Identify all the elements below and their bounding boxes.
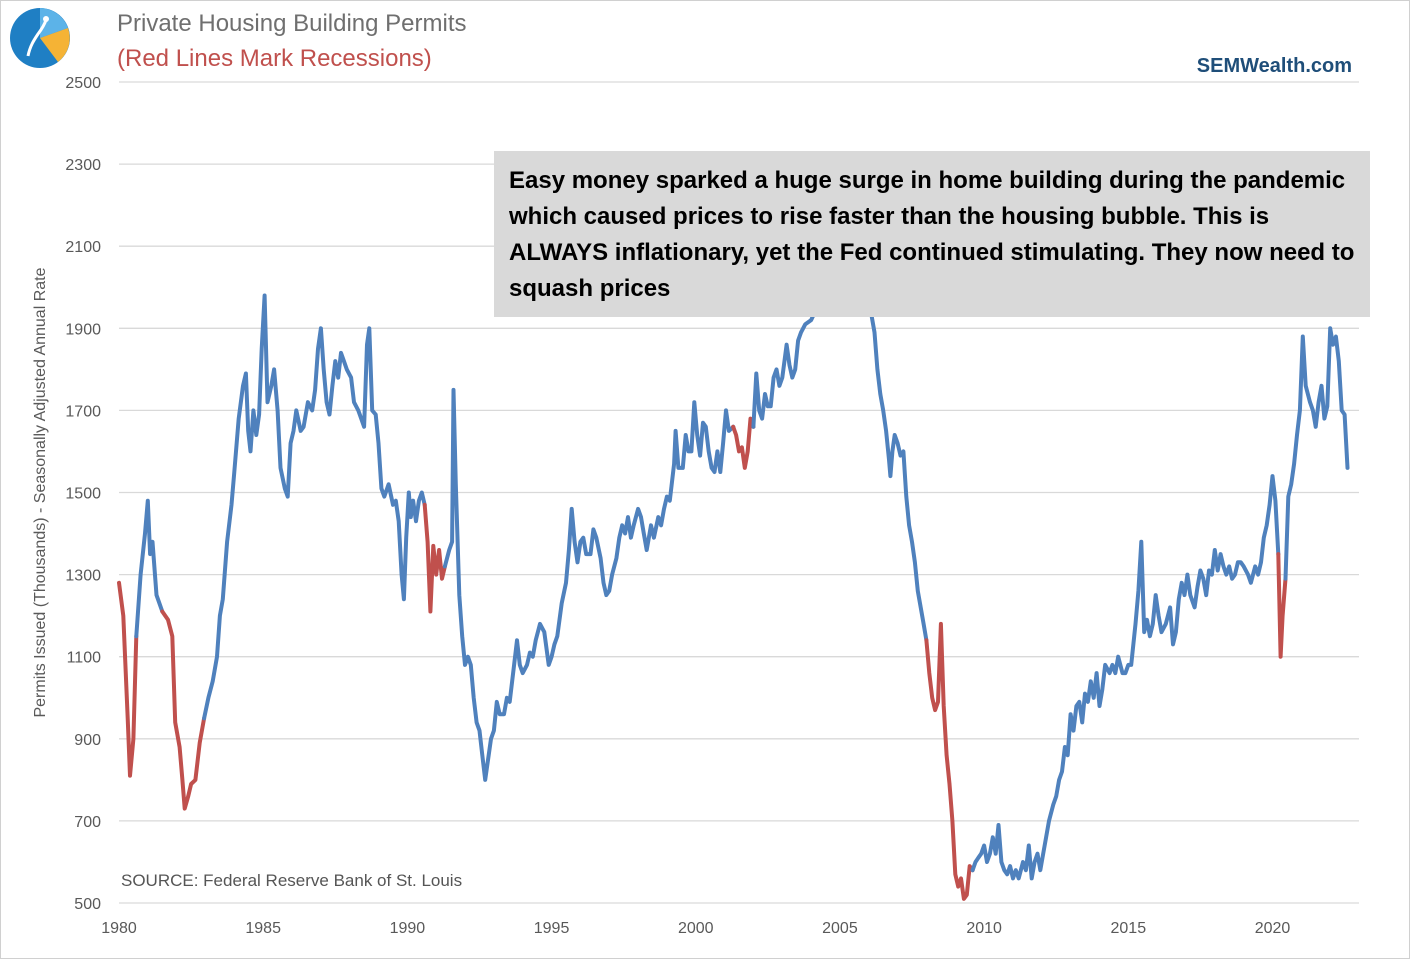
recession-line-segment (924, 621, 975, 901)
chart-subtitle: (Red Lines Mark Recessions) (117, 45, 432, 72)
source-note: SOURCE: Federal Reserve Bank of St. Loui… (121, 871, 463, 890)
recession-line-segment (117, 580, 139, 778)
permits-line-segment (134, 498, 165, 639)
y-tick-label: 500 (74, 896, 101, 913)
callout-text: Easy money sparked a huge surge in home … (509, 167, 1355, 302)
y-tick-label: 1900 (65, 321, 101, 338)
y-tick-label: 1500 (65, 486, 101, 503)
semwealth-logo-icon (10, 8, 70, 68)
x-tick-label: 1980 (101, 920, 137, 937)
y-tick-label: 700 (74, 814, 101, 831)
x-tick-label: 2000 (678, 920, 714, 937)
y-tick-label: 1300 (65, 568, 101, 585)
permits-line-segment (1283, 326, 1350, 581)
y-tick-label: 900 (74, 732, 101, 749)
y-axis-label: Permits Issued (Thousands) - Seasonally … (32, 267, 49, 717)
x-tick-label: 1985 (245, 920, 281, 937)
brand-link[interactable]: SEMWealth.com (1196, 55, 1352, 77)
y-tick-label: 2300 (65, 157, 101, 174)
x-axis-ticks: 1980 1985 1990 1995 2000 2005 2010 2015 2020 (101, 920, 1290, 937)
recession-line-segment (160, 609, 207, 811)
annotation-callout: Easy money sparked a huge surge in home … (494, 151, 1370, 317)
permits-line-segment (751, 305, 929, 643)
y-tick-label: 1100 (67, 650, 102, 667)
x-tick-label: 2020 (1255, 920, 1291, 937)
series-lines (117, 293, 1350, 901)
permits-line-segment (442, 387, 736, 782)
chart-title: Private Housing Building Permits (117, 10, 467, 37)
permits-line-segment (970, 474, 1281, 881)
y-tick-label: 2100 (65, 239, 101, 256)
x-tick-label: 2015 (1111, 920, 1147, 937)
recession-line-segment (1276, 552, 1288, 659)
y-tick-label: 2500 (65, 75, 101, 92)
x-tick-label: 1990 (390, 920, 426, 937)
y-axis-ticks: 500 700 900 1100 1300 1500 1700 1900 2100 2300 250… (65, 75, 101, 913)
x-tick-label: 2005 (822, 920, 858, 937)
x-tick-label: 1995 (534, 920, 570, 937)
y-tick-label: 1700 (65, 403, 101, 420)
recession-line-segment (731, 416, 756, 470)
permits-line-segment (202, 293, 427, 721)
x-tick-label: 2010 (966, 920, 1002, 937)
recession-line-segment (422, 502, 447, 614)
